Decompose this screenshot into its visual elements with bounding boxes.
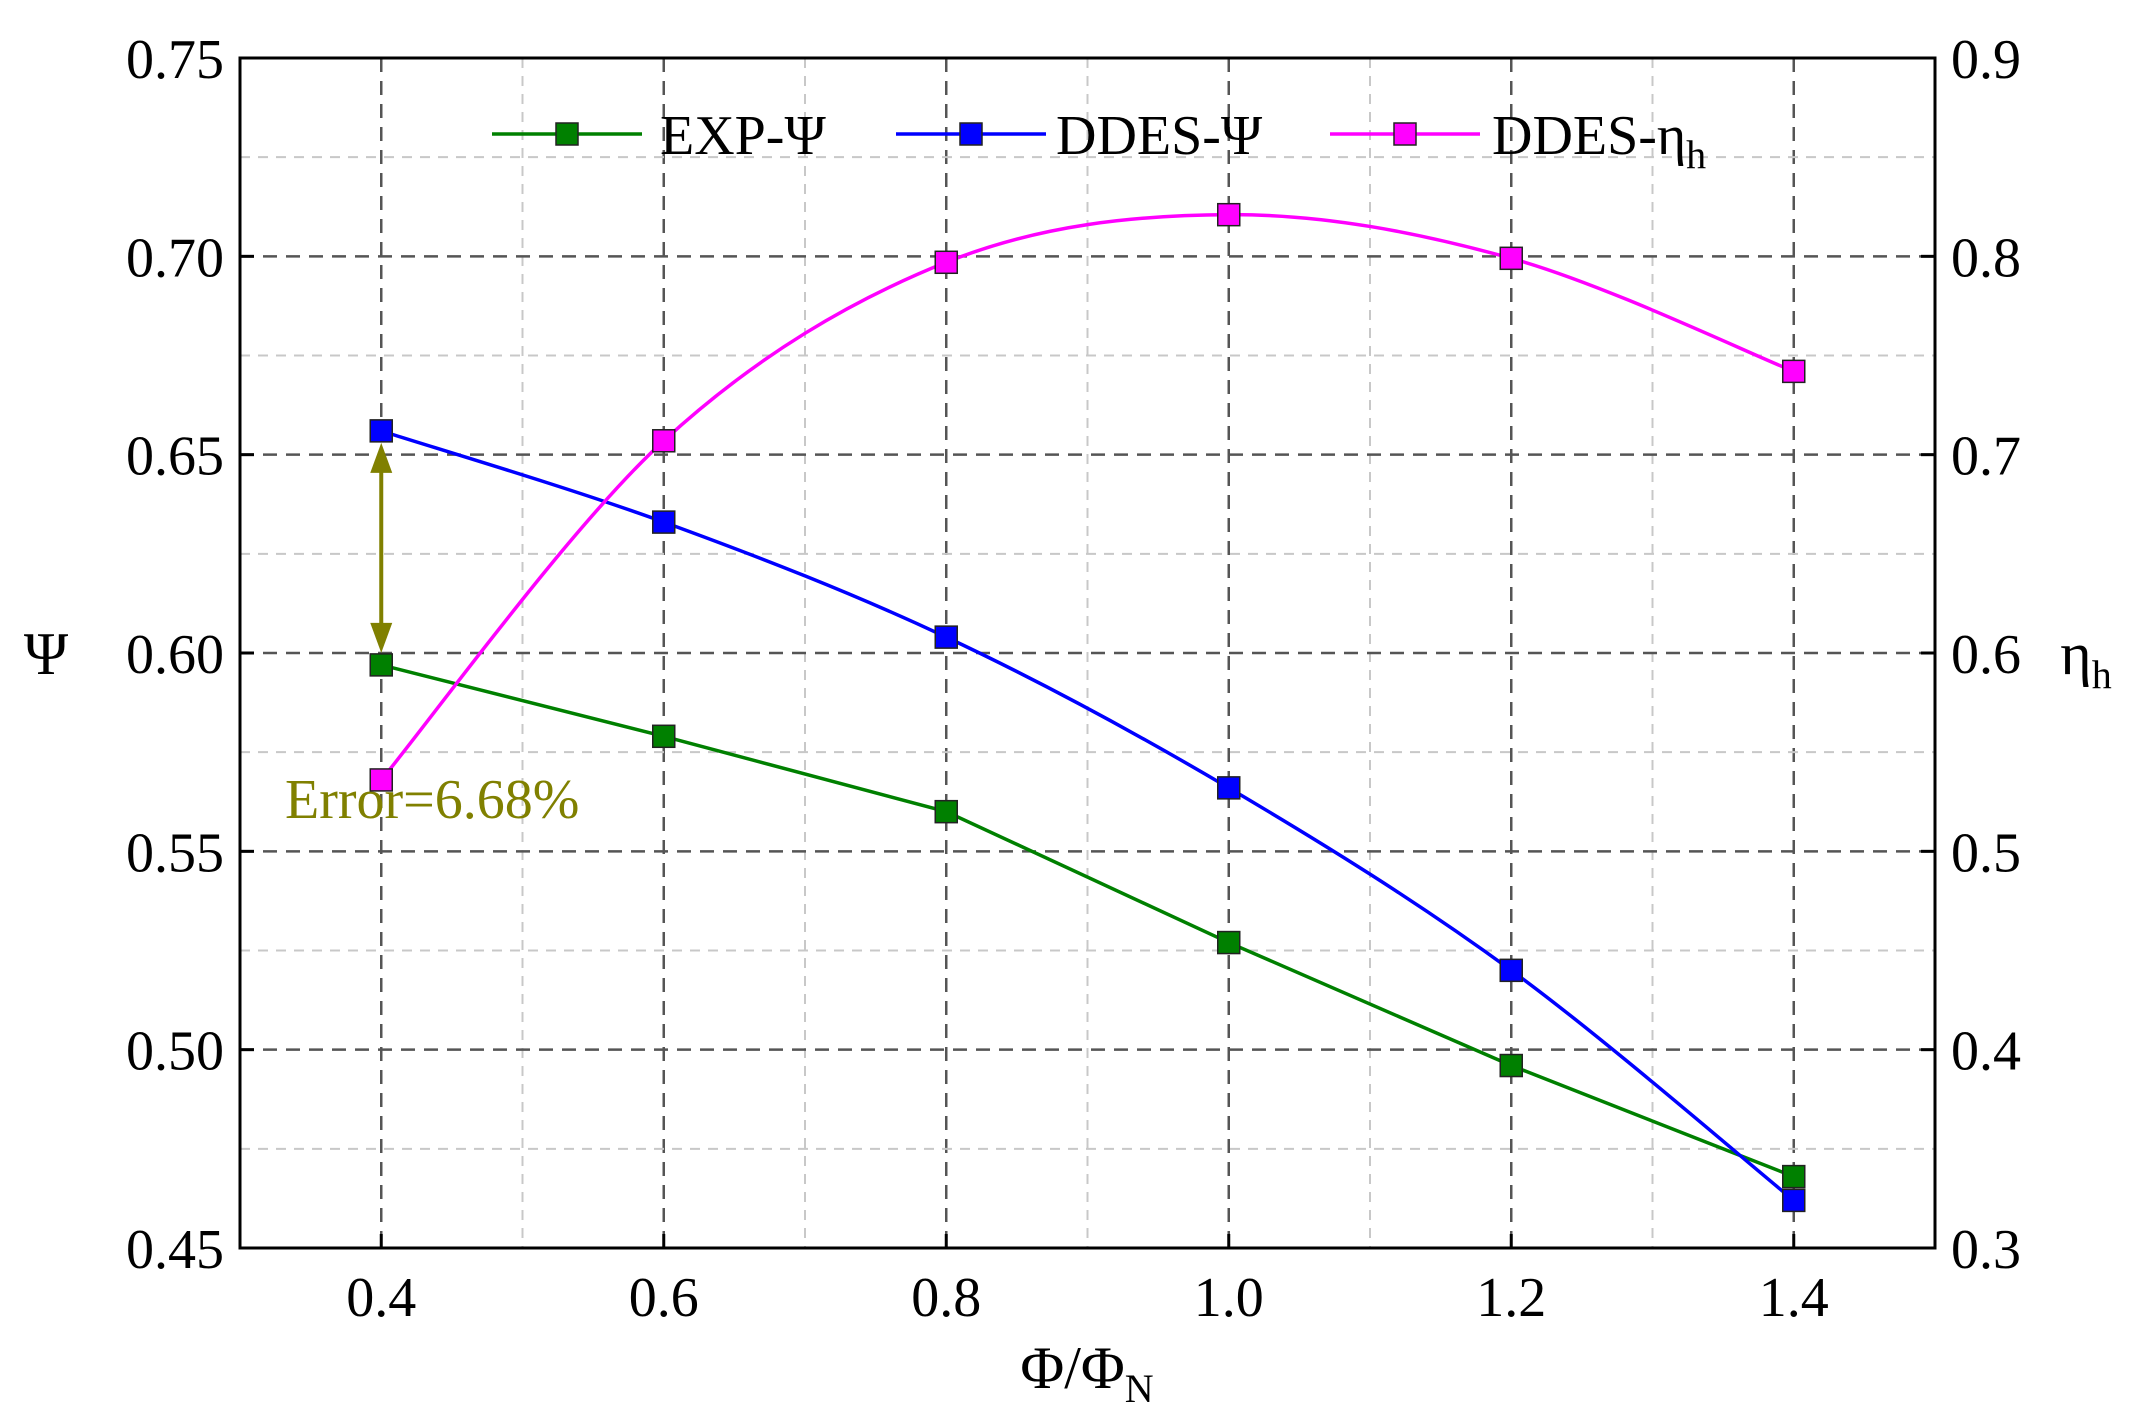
x-tick-label: 0.4	[346, 1267, 416, 1329]
y2-tick-label: 0.5	[1951, 822, 2021, 884]
x-tick-label: 1.2	[1476, 1267, 1546, 1329]
y-tick-label: 0.60	[126, 624, 224, 686]
x-tick-label: 1.0	[1194, 1267, 1264, 1329]
error-annotation-label: Error=6.68%	[285, 769, 579, 831]
series-3-point	[369, 768, 393, 792]
legend-label: EXP-Ψ	[660, 105, 826, 167]
legend: EXP-Ψ DDES-Ψ DDES-ηh	[492, 105, 1706, 177]
x-axis-title-main: Φ/Φ	[1020, 1335, 1124, 1401]
series-2-point	[1499, 958, 1523, 983]
legend-label: DDES-ηh	[1492, 105, 1706, 177]
y-tick-label: 0.55	[126, 822, 224, 884]
series-3-line	[379, 212, 1795, 782]
y-tick-label: 0.65	[126, 426, 224, 488]
legend-item-1: EXP-Ψ	[492, 105, 826, 167]
x-axis-title: Φ/ΦN	[1020, 1335, 1153, 1411]
x-tick-label: 0.8	[911, 1267, 981, 1329]
legend-label-main: EXP-Ψ	[660, 105, 826, 167]
x-tick-label: 1.4	[1759, 1267, 1829, 1329]
y2-tick-label: 0.3	[1951, 1219, 2021, 1281]
series-2	[369, 419, 1806, 1213]
y-tick-label: 0.50	[126, 1021, 224, 1083]
series-3-point	[934, 250, 958, 275]
legend-swatch-marker	[555, 122, 579, 146]
x-tick-label: 0.6	[629, 1267, 699, 1329]
y2-axis-title: ηh	[2060, 621, 2111, 697]
y2-tick-label: 0.6	[1951, 624, 2021, 686]
y-tick-label: 0.75	[126, 29, 224, 91]
y2-axis-title-main: η	[2060, 621, 2091, 687]
series-1-point	[934, 799, 958, 824]
series-1	[369, 653, 1806, 1189]
y2-tick-label: 0.4	[1951, 1021, 2021, 1083]
legend-label-main: DDES-Ψ	[1056, 105, 1263, 167]
series-3-point	[652, 429, 676, 453]
series-1-line	[380, 663, 1795, 1179]
y2-tick-label: 0.8	[1951, 227, 2021, 289]
series-1-point	[1217, 930, 1241, 955]
x-axis-title-sub: N	[1125, 1366, 1154, 1411]
series-2-point	[1782, 1188, 1806, 1213]
series-3-point	[1499, 246, 1523, 271]
series-3-point	[1782, 359, 1806, 384]
series-3-point	[1217, 202, 1241, 227]
series-2-point	[1217, 776, 1241, 800]
y-tick-label: 0.70	[126, 227, 224, 289]
legend-label: DDES-Ψ	[1056, 105, 1263, 167]
y-tick-label: 0.45	[126, 1219, 224, 1281]
series-1-point	[1782, 1164, 1806, 1189]
series-1-point	[1499, 1053, 1523, 1078]
series-2-point	[652, 510, 676, 534]
y2-tick-label: 0.7	[1951, 426, 2021, 488]
legend-label-main: DDES-η	[1492, 105, 1686, 167]
grid	[240, 58, 1935, 1248]
legend-label-sub: h	[1686, 132, 1706, 177]
y2-tick-label: 0.9	[1951, 29, 2021, 91]
error-arrow-head-top	[370, 442, 393, 473]
legend-item-2: DDES-Ψ	[896, 105, 1263, 167]
ticks: 0.4 0.6 0.8 1.0 1.2 1.4 0.45 0.50 0.55 0.60 0.65 0.…	[126, 29, 2021, 1329]
legend-swatch-marker	[1393, 122, 1417, 146]
series-2-point	[369, 419, 393, 443]
series-2-line	[380, 429, 1795, 1202]
y-axis-title: Ψ	[24, 621, 69, 687]
y2-axis-title-sub: h	[2092, 652, 2112, 697]
series-1-point	[369, 653, 393, 677]
legend-swatch-marker	[959, 122, 983, 146]
error-annotation: Error=6.68%	[285, 442, 579, 831]
legend-item-3: DDES-ηh	[1330, 105, 1706, 177]
series-3	[369, 202, 1806, 792]
error-arrow-head-bottom	[370, 622, 393, 653]
series-group	[369, 202, 1806, 1213]
series-2-point	[934, 625, 958, 649]
series-1-point	[652, 724, 676, 749]
